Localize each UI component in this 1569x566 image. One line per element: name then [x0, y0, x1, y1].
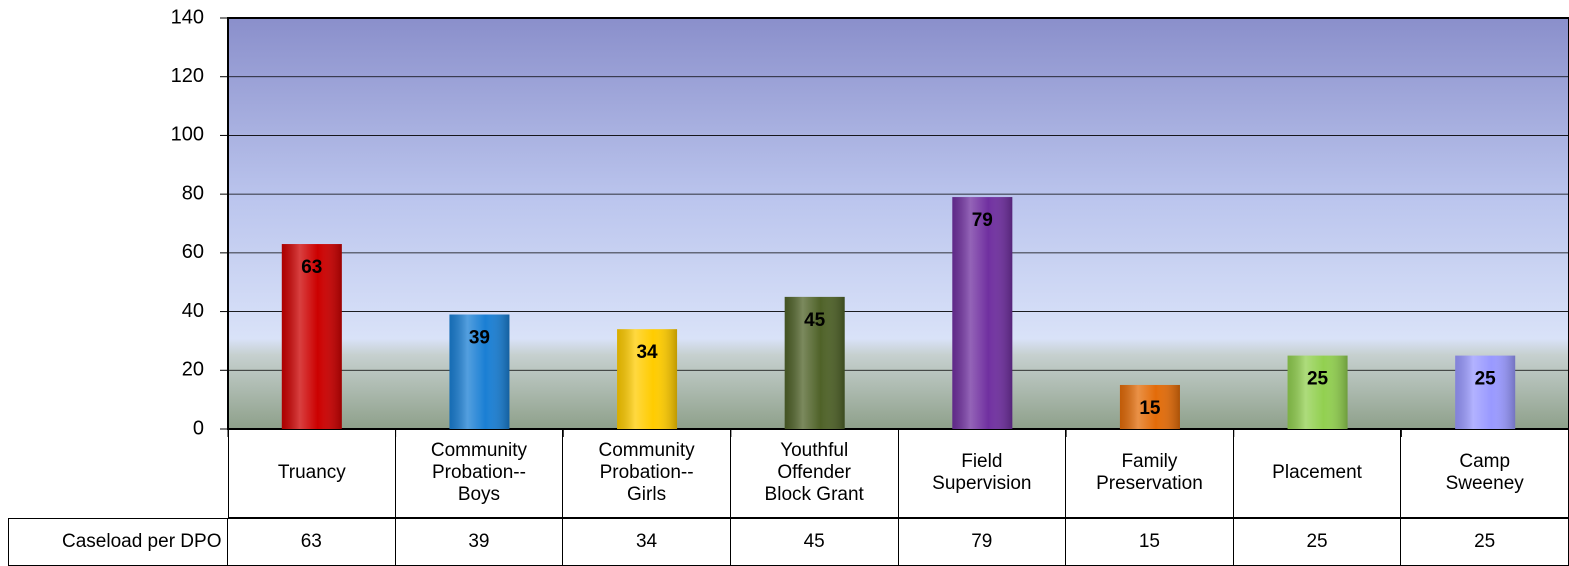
category-cell: Family Preservation — [1066, 429, 1234, 518]
value-cell-text: 25 — [1474, 531, 1496, 552]
bar-shine — [952, 197, 1013, 429]
y-tick-label: 140 — [171, 6, 204, 28]
category-cell: Youthful Offender Block Grant — [730, 429, 899, 518]
value-cell: 25 — [1401, 518, 1569, 566]
value-cell-text: 15 — [1138, 531, 1160, 552]
value-cell-text: 63 — [300, 531, 322, 552]
bar-shine — [449, 314, 510, 429]
value-cell: 15 — [1066, 518, 1234, 566]
y-tick-label: 40 — [182, 300, 204, 322]
y-tick-label: 120 — [171, 65, 204, 87]
value-cell: 63 — [228, 518, 396, 566]
category-cell-text: Family Preservation — [1096, 451, 1203, 494]
data-label: 79 — [972, 210, 993, 231]
value-cell-text: 79 — [971, 531, 993, 552]
category-cell-text: Community Probation--Boys — [430, 440, 527, 505]
category-cell: Community Probation--Girls — [563, 429, 731, 518]
category-cell: Field Supervision — [898, 429, 1067, 518]
y-tick-label: 100 — [171, 124, 204, 146]
data-label: 15 — [1139, 398, 1161, 419]
bar-shine — [1287, 355, 1348, 429]
data-label: 45 — [804, 310, 826, 331]
category-cell-text: Field Supervision — [932, 451, 1032, 494]
category-cell-text: Camp Sweeney — [1445, 451, 1524, 494]
row-label: Caseload per DPO — [8, 518, 228, 566]
category-cell-text: Community Probation--Girls — [598, 440, 695, 505]
value-cell-text: 45 — [803, 531, 825, 552]
bar-shine — [1119, 384, 1180, 429]
category-cell-text: Placement — [1272, 462, 1362, 483]
bar-shine — [281, 244, 342, 429]
y-tick-label: 0 — [193, 417, 204, 439]
value-cell: 39 — [395, 518, 564, 566]
y-tick-label: 60 — [182, 241, 204, 263]
value-cell-text: 39 — [468, 531, 490, 552]
bar-shine — [617, 329, 678, 429]
value-cell-text: 34 — [635, 531, 658, 552]
value-cell: 79 — [898, 518, 1067, 566]
data-label: 63 — [301, 257, 322, 278]
category-cell: Camp Sweeney — [1401, 429, 1569, 518]
value-cell: 25 — [1233, 518, 1402, 566]
bar-shine — [1455, 355, 1516, 429]
value-cell: 45 — [730, 518, 899, 566]
category-cell-text: Youthful Offender Block Grant — [764, 440, 864, 505]
data-label: 39 — [469, 328, 490, 349]
data-label: 34 — [636, 342, 658, 363]
plot-area — [227, 17, 1569, 430]
row-label-text: Caseload per DPO — [62, 531, 222, 552]
category-cell: Community Probation--Boys — [395, 429, 564, 518]
value-cell: 34 — [563, 518, 731, 566]
bar-shine — [784, 296, 845, 429]
data-label: 25 — [1475, 369, 1497, 390]
value-cell-text: 25 — [1306, 531, 1328, 552]
category-cell: Truancy — [228, 429, 396, 518]
category-cell-text: Truancy — [277, 462, 346, 483]
category-cell: Placement — [1233, 429, 1402, 518]
y-tick-label: 80 — [182, 182, 204, 204]
data-label: 25 — [1307, 369, 1329, 390]
y-tick-label: 20 — [182, 359, 204, 381]
